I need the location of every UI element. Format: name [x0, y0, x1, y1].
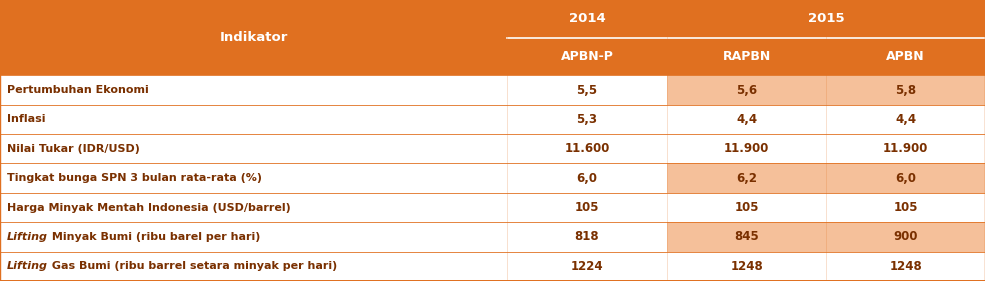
- Bar: [0, 75, 507, 105]
- Bar: [507, 164, 667, 193]
- Text: 11.600: 11.600: [564, 142, 610, 155]
- Bar: [0, 251, 507, 281]
- Bar: [667, 193, 826, 222]
- Bar: [0, 193, 507, 222]
- Text: Harga Minyak Mentah Indonesia (USD/barrel): Harga Minyak Mentah Indonesia (USD/barre…: [7, 203, 291, 212]
- Bar: [826, 164, 985, 193]
- Text: 105: 105: [735, 201, 758, 214]
- Text: 845: 845: [734, 230, 759, 243]
- Bar: [507, 251, 667, 281]
- Bar: [0, 222, 507, 251]
- Bar: [0, 0, 985, 38]
- Bar: [0, 105, 507, 134]
- Bar: [667, 75, 826, 105]
- Text: 1224: 1224: [570, 260, 604, 273]
- Text: Pertumbuhan Ekonomi: Pertumbuhan Ekonomi: [7, 85, 149, 95]
- Text: 6,0: 6,0: [576, 172, 598, 185]
- Text: 2015: 2015: [808, 12, 844, 25]
- Text: 6,0: 6,0: [895, 172, 916, 185]
- Text: 4,4: 4,4: [895, 113, 916, 126]
- Text: Lifting: Lifting: [7, 232, 48, 242]
- Bar: [0, 164, 507, 193]
- Text: 1248: 1248: [889, 260, 922, 273]
- Text: APBN: APBN: [886, 50, 925, 63]
- Bar: [507, 105, 667, 134]
- Text: 11.900: 11.900: [883, 142, 929, 155]
- Text: 5,6: 5,6: [736, 83, 757, 96]
- Text: Tingkat bunga SPN 3 bulan rata-rata (%): Tingkat bunga SPN 3 bulan rata-rata (%): [7, 173, 262, 183]
- Text: Lifting: Lifting: [7, 261, 48, 271]
- Bar: [826, 251, 985, 281]
- Bar: [507, 193, 667, 222]
- Bar: [667, 164, 826, 193]
- Text: Indikator: Indikator: [220, 31, 288, 44]
- Text: 105: 105: [893, 201, 918, 214]
- Text: 4,4: 4,4: [736, 113, 757, 126]
- Text: Inflasi: Inflasi: [7, 114, 45, 124]
- Text: 5,5: 5,5: [576, 83, 598, 96]
- Text: 105: 105: [575, 201, 599, 214]
- Bar: [507, 75, 667, 105]
- Text: Gas Bumi (ribu barrel setara minyak per hari): Gas Bumi (ribu barrel setara minyak per …: [48, 261, 337, 271]
- Text: 1248: 1248: [730, 260, 763, 273]
- Bar: [826, 222, 985, 251]
- Bar: [826, 105, 985, 134]
- Bar: [507, 134, 667, 164]
- Text: 818: 818: [575, 230, 599, 243]
- Bar: [667, 251, 826, 281]
- Bar: [667, 134, 826, 164]
- Text: Minyak Bumi (ribu barel per hari): Minyak Bumi (ribu barel per hari): [48, 232, 260, 242]
- Bar: [0, 134, 507, 164]
- Bar: [667, 222, 826, 251]
- Text: APBN-P: APBN-P: [560, 50, 614, 63]
- Bar: [0, 38, 985, 75]
- Text: Nilai Tukar (IDR/USD): Nilai Tukar (IDR/USD): [7, 144, 140, 154]
- Text: RAPBN: RAPBN: [723, 50, 770, 63]
- Bar: [826, 75, 985, 105]
- Text: 2014: 2014: [568, 12, 606, 25]
- Text: 5,8: 5,8: [895, 83, 916, 96]
- Bar: [826, 134, 985, 164]
- Text: 11.900: 11.900: [724, 142, 769, 155]
- Bar: [507, 222, 667, 251]
- Text: 6,2: 6,2: [736, 172, 757, 185]
- Text: 5,3: 5,3: [576, 113, 598, 126]
- Bar: [667, 105, 826, 134]
- Bar: [826, 193, 985, 222]
- Text: 900: 900: [893, 230, 918, 243]
